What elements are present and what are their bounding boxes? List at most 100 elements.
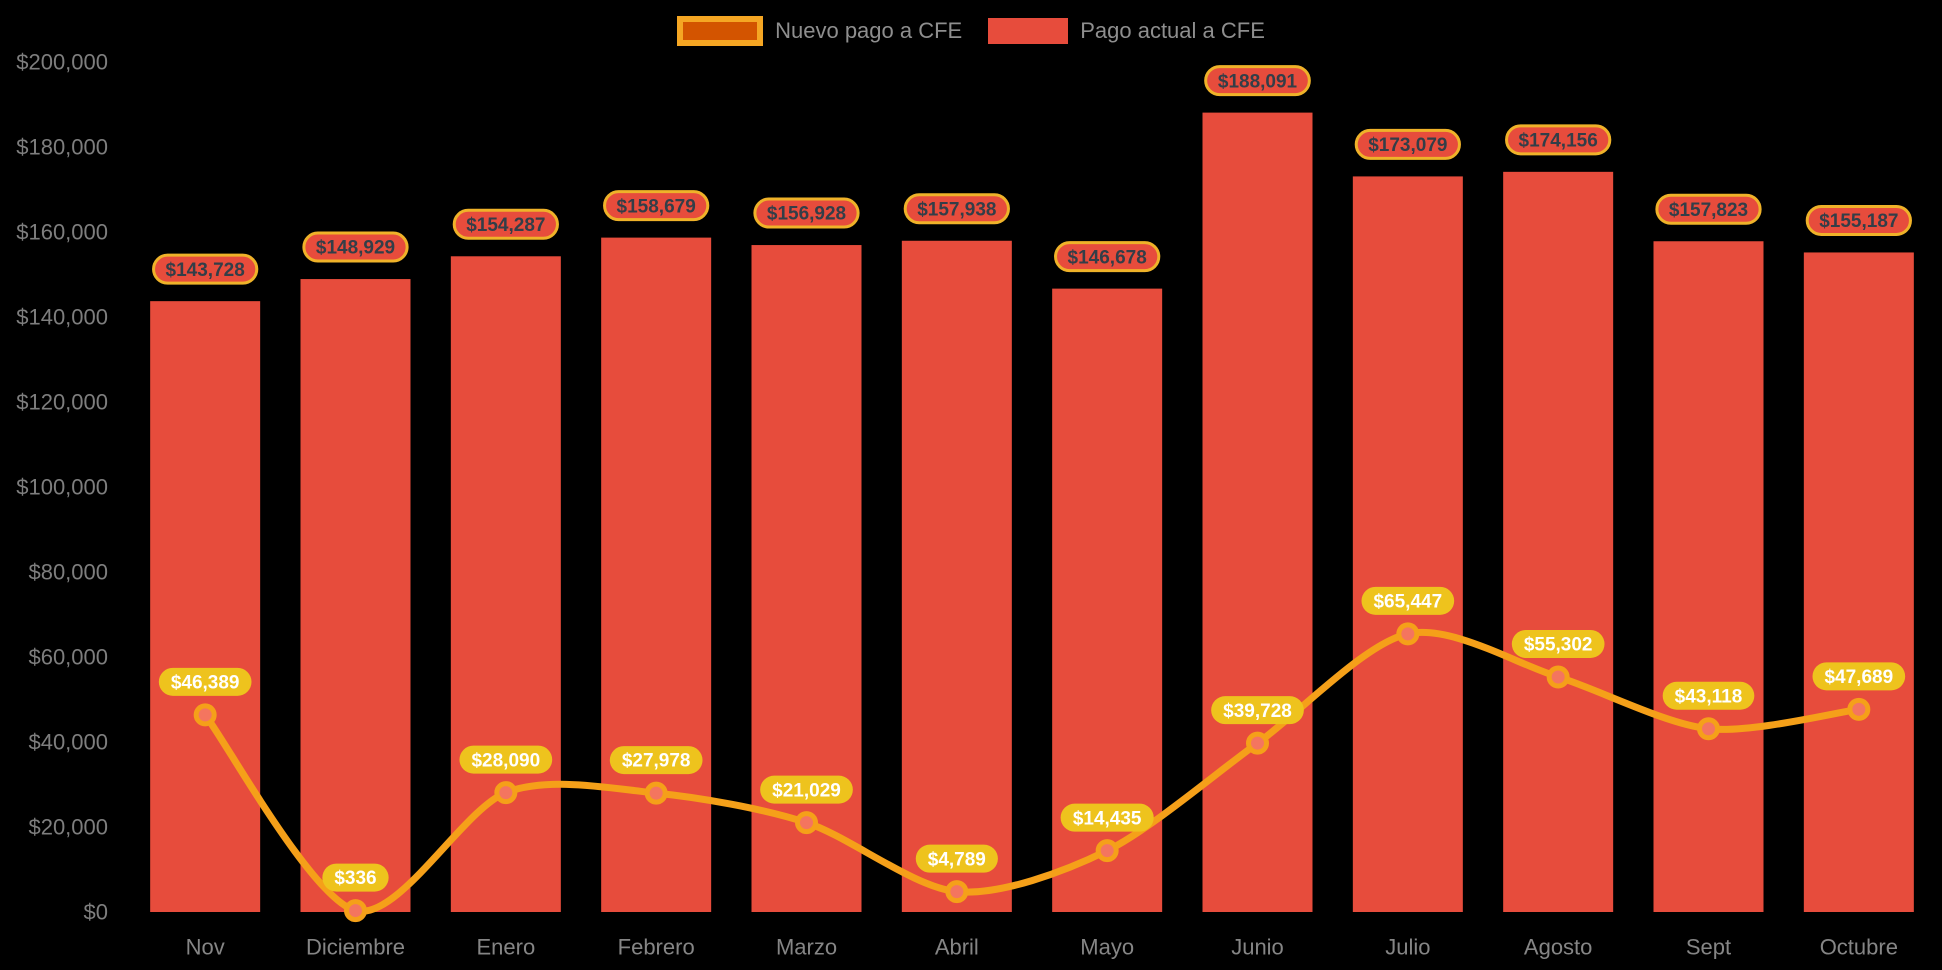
x-axis-label-agosto: Agosto [1524, 935, 1593, 960]
bar-value-label-abril-bg [903, 193, 1010, 225]
line-value-label-sept: $43,118 [1662, 681, 1755, 710]
y-axis-tick-9: $180,000 [16, 135, 108, 160]
bar-value-label-abril-text: $157,938 [917, 199, 996, 220]
bar-value-label-junio: $188,091 [1204, 65, 1311, 97]
bar-value-label-julio: $173,079 [1354, 128, 1461, 160]
line-value-label-octubre-bg [1812, 662, 1906, 691]
point-diciembre[interactable] [344, 899, 367, 923]
x-axis-label-mayo: Mayo [1080, 935, 1134, 960]
x-axis-label-nov: Nov [186, 935, 225, 960]
line-value-label-agosto-text: $55,302 [1524, 635, 1593, 656]
bar-febrero[interactable] [601, 237, 712, 912]
bar-value-label-sept-bg [1655, 193, 1762, 225]
line-value-label-mayo-text: $14,435 [1073, 808, 1142, 829]
line-value-label-sept-bg [1662, 681, 1755, 710]
line-value-label-junio-bg [1211, 696, 1304, 725]
legend-label-nuevo-pago: Nuevo pago a CFE [775, 18, 963, 43]
bar-value-label-nov-text: $143,728 [166, 260, 245, 281]
bar-value-label-agosto-text: $174,156 [1519, 130, 1598, 151]
bar-agosto[interactable] [1503, 171, 1614, 912]
x-axis-label-abril: Abril [935, 935, 979, 960]
bar-value-label-octubre: $155,187 [1805, 204, 1912, 236]
point-marzo[interactable] [795, 811, 818, 835]
bar-octubre[interactable] [1803, 252, 1914, 912]
line-value-label-febrero: $27,978 [609, 746, 703, 775]
line-value-label-febrero-bg [609, 746, 703, 775]
line-value-label-marzo-text: $21,029 [772, 780, 841, 801]
x-axis-label-enero: Enero [476, 935, 535, 960]
point-enero[interactable] [494, 781, 518, 805]
point-nov[interactable] [193, 703, 217, 727]
bar-value-label-mayo: $146,678 [1054, 241, 1161, 273]
point-abril[interactable] [945, 880, 969, 904]
line-value-label-febrero-text: $27,978 [622, 751, 691, 772]
bar-value-label-junio-text: $188,091 [1218, 71, 1298, 92]
y-axis-tick-0: $0 [84, 900, 108, 925]
line-value-label-enero-bg [459, 745, 553, 774]
legend-swatch-line-icon [677, 16, 764, 46]
y-axis-tick-8: $160,000 [16, 220, 108, 245]
bar-value-label-mayo-bg [1054, 241, 1161, 273]
bar-value-label-marzo-bg [753, 197, 860, 229]
legend-item-pago-actual[interactable]: Pago actual a CFE [988, 18, 1265, 44]
line-value-label-octubre: $47,689 [1812, 662, 1906, 691]
line-value-label-enero: $28,090 [459, 745, 553, 774]
line-value-label-abril-text: $4,789 [928, 849, 986, 870]
y-axis-tick-10: $200,000 [16, 50, 108, 75]
bar-value-label-enero: $154,287 [452, 208, 559, 240]
line-value-label-sept-text: $43,118 [1675, 686, 1743, 707]
line-value-label-julio: $65,447 [1361, 586, 1455, 615]
bar-junio[interactable] [1202, 112, 1313, 912]
y-axis-tick-6: $120,000 [16, 390, 108, 415]
line-value-label-nov-bg [158, 667, 252, 696]
point-febrero[interactable] [644, 781, 668, 805]
bar-value-label-diciembre-text: $148,929 [316, 238, 395, 259]
point-junio[interactable] [1246, 731, 1269, 755]
line-value-label-marzo: $21,029 [760, 775, 853, 804]
bar-value-label-octubre-text: $155,187 [1819, 211, 1898, 232]
x-axis-label-marzo: Marzo [776, 935, 837, 960]
x-axis-label-febrero: Febrero [618, 935, 695, 960]
y-axis-tick-7: $140,000 [16, 305, 108, 330]
line-value-label-enero-text: $28,090 [471, 750, 540, 771]
y-axis-tick-4: $80,000 [28, 560, 108, 585]
bar-value-label-nov: $143,728 [152, 253, 259, 285]
bar-value-label-mayo-text: $146,678 [1068, 247, 1147, 268]
x-axis-label-sept: Sept [1686, 935, 1731, 960]
bar-julio[interactable] [1352, 176, 1463, 912]
bar-diciembre[interactable] [300, 279, 411, 912]
bar-value-label-febrero: $158,679 [603, 190, 710, 222]
x-axis-label-junio: Junio [1231, 935, 1284, 960]
y-axis-tick-2: $40,000 [28, 730, 108, 755]
x-axis-label-julio: Julio [1385, 935, 1430, 960]
line-value-label-abril: $4,789 [915, 844, 998, 873]
bar-sept[interactable] [1653, 241, 1764, 912]
bar-value-label-diciembre: $148,929 [302, 231, 409, 263]
bar-value-label-sept-text: $157,823 [1669, 200, 1748, 221]
legend-item-nuevo-pago[interactable]: Nuevo pago a CFE [677, 16, 962, 46]
bar-value-label-junio-bg [1204, 65, 1311, 97]
line-value-label-julio-bg [1361, 586, 1455, 615]
bar-enero[interactable] [450, 256, 561, 912]
bar-value-label-abril: $157,938 [903, 193, 1010, 225]
line-value-label-mayo-bg [1060, 803, 1154, 832]
point-agosto[interactable] [1546, 665, 1570, 689]
point-julio[interactable] [1396, 622, 1420, 646]
line-value-label-junio-text: $39,728 [1223, 701, 1292, 722]
bar-value-label-agosto-bg [1505, 124, 1612, 156]
line-value-label-diciembre: $336 [322, 863, 389, 892]
bar-value-label-marzo-text: $156,928 [767, 204, 846, 225]
bar-value-label-nov-bg [152, 253, 259, 285]
bar-value-label-febrero-bg [603, 190, 710, 222]
bar-value-label-sept: $157,823 [1655, 193, 1762, 225]
line-value-label-nov: $46,389 [158, 667, 252, 696]
line-value-label-abril-bg [915, 844, 998, 873]
point-mayo[interactable] [1095, 839, 1119, 863]
point-octubre[interactable] [1847, 697, 1871, 721]
line-value-label-marzo-bg [760, 775, 853, 804]
bar-abril[interactable] [901, 240, 1012, 913]
point-sept[interactable] [1697, 717, 1720, 741]
line-value-label-octubre-text: $47,689 [1824, 667, 1893, 688]
bar-nov[interactable] [150, 301, 261, 912]
